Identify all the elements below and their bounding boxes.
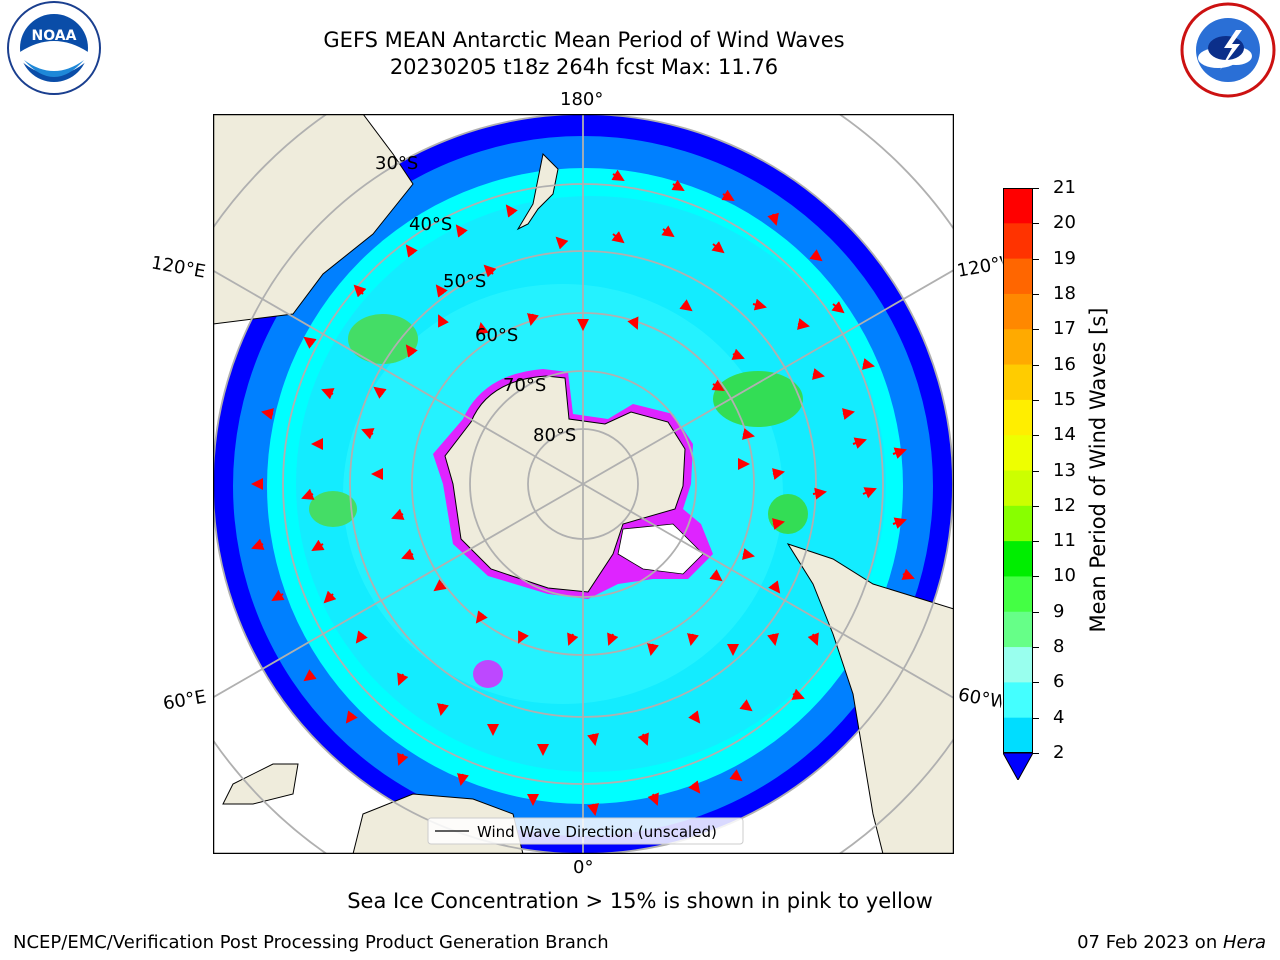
colorbar-tick-mark (1033, 753, 1039, 754)
green-patch (348, 314, 418, 364)
footer-machine: Hera (1222, 932, 1266, 953)
colorbar-band (1003, 364, 1033, 401)
chart-subtitle: 20230205 t18z 264h fcst Max: 11.76 (389, 55, 779, 79)
nws-logo (1178, 2, 1278, 102)
lon-label-60w: 60°W (956, 684, 1004, 713)
lon-label-60e: 60°E (161, 686, 208, 715)
colorbar-tick-label: 11 (1053, 530, 1076, 552)
colorbar-band (1003, 188, 1033, 224)
colorbar-tick-label: 13 (1053, 459, 1076, 481)
colorbar-tick-mark (1033, 576, 1039, 578)
colorbar-band (1003, 647, 1033, 683)
lon-label-120w: 120°W (955, 253, 1005, 282)
colorbar-tick-label: 14 (1053, 424, 1076, 446)
noaa-logo: NOAA (4, 0, 104, 100)
colorbar-tick-label: 9 (1053, 600, 1065, 622)
lat-label-80s: 80°S (533, 425, 576, 446)
colorbar-tick-mark (1033, 258, 1039, 260)
polar-map: 30°S 40°S 50°S 60°S 70°S 80°S Wind Wave … (212, 113, 955, 855)
colorbar-tick-mark (1033, 364, 1039, 366)
colorbar-tick-mark (1033, 470, 1039, 472)
colorbar-tick-label: 12 (1053, 494, 1076, 516)
lon-label-180: 180° (560, 89, 604, 110)
colorbar-band (1003, 399, 1033, 436)
colorbar-band (1003, 223, 1033, 260)
colorbar-tick-mark (1033, 541, 1039, 543)
colorbar-tick-label: 16 (1053, 353, 1076, 375)
colorbar-band (1003, 258, 1033, 295)
colorbar-tick-mark (1033, 329, 1039, 331)
green-patch (768, 494, 808, 534)
ice-shelf (617, 523, 704, 575)
sea-ice-note: Sea Ice Concentration > 15% is shown in … (347, 889, 933, 913)
chart-title: GEFS MEAN Antarctic Mean Period of Wind … (323, 28, 845, 52)
colorbar-tick-label: 15 (1053, 388, 1076, 410)
footer-branch: NCEP/EMC/Verification Post Processing Pr… (13, 932, 609, 953)
colorbar-tick-mark (1033, 717, 1039, 719)
colorbar-tick-label: 2 (1053, 742, 1065, 763)
colorbar-tick-label: 6 (1053, 671, 1065, 693)
footer-date: 07 Feb 2023 on Hera (1077, 932, 1266, 953)
legend-label: Wind Wave Direction (unscaled) (477, 823, 717, 841)
colorbar-tick-mark (1033, 647, 1039, 649)
colorbar-tick-mark (1033, 611, 1039, 613)
madagascar-land (222, 763, 299, 805)
colorbar-tick-mark (1033, 682, 1039, 684)
colorbar-tick-mark (1033, 223, 1039, 225)
colorbar-label: Mean Period of Wind Waves [s] (1086, 307, 1110, 633)
colorbar-tick-mark (1033, 435, 1039, 437)
colorbar-tick-label: 21 (1053, 177, 1076, 198)
colorbar-band (1003, 576, 1033, 613)
lat-label-60s: 60°S (475, 325, 518, 346)
colorbar-tick-label: 20 (1053, 212, 1076, 234)
green-patch (309, 491, 357, 527)
footer-date-text: 07 Feb 2023 on (1077, 932, 1223, 953)
colorbar-band (1003, 470, 1033, 507)
colorbar-band (1003, 682, 1033, 719)
colorbar-band (1003, 329, 1033, 366)
colorbar-tick-label: 4 (1053, 706, 1065, 728)
colorbar-tick-mark (1033, 188, 1039, 189)
colorbar-band (1003, 541, 1033, 577)
lon-label-0: 0° (573, 857, 594, 878)
colorbar-tick-label: 10 (1053, 565, 1076, 587)
map-legend: Wind Wave Direction (unscaled) (427, 817, 744, 845)
lat-label-30s: 30°S (375, 153, 418, 174)
colorbar-band (1003, 505, 1033, 542)
colorbar-band (1003, 611, 1033, 648)
colorbar (1002, 188, 1034, 782)
colorbar-tick-mark (1033, 505, 1039, 507)
colorbar-tick-mark (1033, 399, 1039, 401)
colorbar-tick-label: 17 (1053, 318, 1076, 340)
lat-label-50s: 50°S (443, 271, 486, 292)
green-patch (713, 371, 803, 427)
new-zealand-land (516, 152, 559, 231)
colorbar-tick-label: 8 (1053, 636, 1065, 658)
lat-label-40s: 40°S (409, 214, 452, 235)
colorbar-band (1003, 293, 1033, 330)
colorbar-band (1003, 435, 1033, 471)
colorbar-tick-label: 18 (1053, 282, 1076, 304)
colorbar-band (1003, 717, 1033, 754)
lat-label-70s: 70°S (503, 375, 546, 396)
antarctica-land (444, 375, 686, 593)
sea-ice-patch (473, 660, 503, 688)
lon-label-120e: 120°E (149, 252, 208, 283)
wind-wave-arrows (251, 169, 915, 816)
colorbar-tick-label: 19 (1053, 247, 1076, 269)
colorbar-tick-mark (1033, 293, 1039, 295)
noaa-logo-text: NOAA (32, 28, 77, 44)
